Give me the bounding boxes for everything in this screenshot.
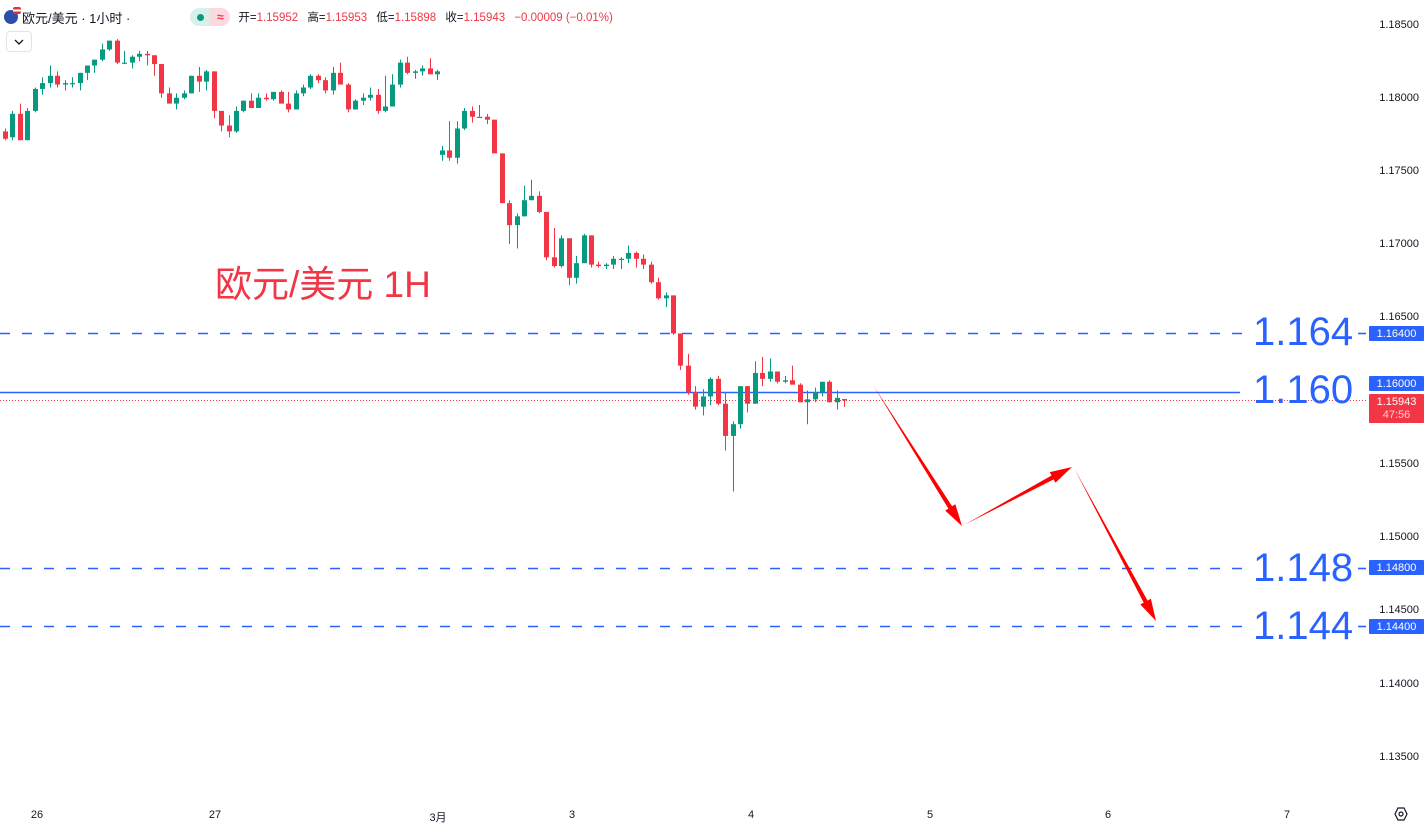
low-label: 低=: [376, 12, 395, 24]
last-price: 1.15943: [1376, 396, 1417, 408]
projection-arrow[interactable]: [873, 385, 962, 526]
time-tick: 4: [747, 809, 755, 821]
change-value: −0.00009 (−0.01%): [514, 12, 613, 24]
time-tick: 27: [208, 809, 222, 821]
time-tick: 26: [30, 809, 44, 821]
ohlc-values: 开=1.15952 高=1.15953 低=1.15898 收=1.15943 …: [238, 9, 618, 25]
time-tick: 3: [568, 809, 576, 821]
chevron-down-icon: [14, 39, 24, 45]
symbol-title[interactable]: 欧元/美元 · 1小时 ·: [22, 10, 131, 26]
close-value: 1.15943: [463, 12, 506, 24]
high-value: 1.15953: [325, 12, 368, 24]
price-tick: 1.18000: [1379, 92, 1419, 104]
high-label: 高=: [307, 12, 326, 24]
price-tick: 1.14500: [1379, 604, 1419, 616]
level-price-tag: 1.14800: [1369, 560, 1424, 575]
last-price-tag: 1.15943 47:56: [1369, 394, 1424, 423]
eur-usd-flag-icon: [4, 7, 21, 24]
bar-countdown: 47:56: [1382, 409, 1411, 421]
price-tick: 1.17000: [1379, 238, 1419, 250]
projection-arrows[interactable]: [873, 385, 1156, 621]
price-tick: 1.13500: [1379, 751, 1419, 763]
level-label-1164[interactable]: 1.164: [1253, 310, 1354, 354]
time-tick: 7: [1283, 809, 1291, 821]
level-label-1160[interactable]: 1.160: [1253, 368, 1354, 412]
price-tick: 1.15500: [1379, 458, 1419, 470]
horizontal-levels[interactable]: [0, 332, 1366, 628]
price-tick: 1.15000: [1379, 531, 1419, 543]
market-open-dot-icon: [190, 8, 211, 26]
chart-legend-header: 欧元/美元 · 1小时 · ≈ 开=1.15952 高=1.15953 低=1.…: [4, 7, 619, 27]
close-label: 收=: [445, 12, 464, 24]
price-tick: 1.18500: [1379, 19, 1419, 31]
level-price-tag: 1.16000: [1369, 376, 1424, 391]
collapse-legend-button[interactable]: [6, 31, 32, 52]
candlestick-series: [3, 39, 847, 492]
market-status-pill[interactable]: ≈: [190, 8, 231, 26]
level-price-tag: 1.14400: [1369, 619, 1424, 634]
price-tick: 1.16500: [1379, 311, 1419, 323]
data-delay-icon: ≈: [210, 8, 231, 26]
open-value: 1.15952: [256, 12, 299, 24]
low-value: 1.15898: [394, 12, 437, 24]
time-tick: 6: [1104, 809, 1112, 821]
chart-settings-button[interactable]: [1393, 806, 1409, 822]
price-tick: 1.14000: [1379, 678, 1419, 690]
price-tick: 1.17500: [1379, 165, 1419, 177]
time-tick: 3月: [429, 812, 447, 824]
time-tick: 5: [926, 809, 934, 821]
level-label-1144[interactable]: 1.144: [1253, 604, 1354, 648]
chart-annotation-title[interactable]: 欧元/美元 1H: [215, 264, 431, 305]
open-label: 开=: [238, 12, 257, 24]
level-price-tag: 1.16400: [1369, 326, 1424, 341]
level-label-1148[interactable]: 1.148: [1253, 546, 1354, 590]
projection-arrow[interactable]: [964, 467, 1072, 525]
projection-arrow[interactable]: [1074, 468, 1156, 621]
gear-icon: [1394, 807, 1408, 821]
